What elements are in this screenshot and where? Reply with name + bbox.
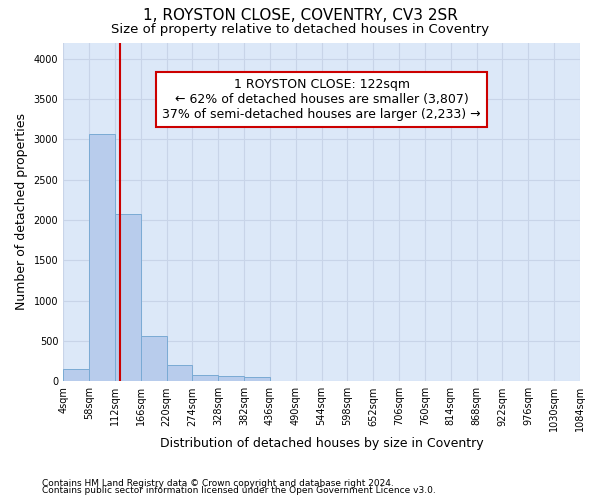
Text: 1 ROYSTON CLOSE: 122sqm
← 62% of detached houses are smaller (3,807)
37% of semi: 1 ROYSTON CLOSE: 122sqm ← 62% of detache… [162, 78, 481, 121]
Y-axis label: Number of detached properties: Number of detached properties [15, 114, 28, 310]
Bar [63, 369, 89, 382]
Bar [115, 214, 140, 382]
Text: Size of property relative to detached houses in Coventry: Size of property relative to detached ho… [111, 22, 489, 36]
Bar [244, 378, 270, 382]
Text: Contains public sector information licensed under the Open Government Licence v3: Contains public sector information licen… [42, 486, 436, 495]
Text: 1, ROYSTON CLOSE, COVENTRY, CV3 2SR: 1, ROYSTON CLOSE, COVENTRY, CV3 2SR [143, 8, 457, 22]
Bar [140, 336, 167, 382]
Bar [218, 376, 244, 382]
Text: Contains HM Land Registry data © Crown copyright and database right 2024.: Contains HM Land Registry data © Crown c… [42, 478, 394, 488]
Bar [193, 375, 218, 382]
Bar [167, 365, 193, 382]
X-axis label: Distribution of detached houses by size in Coventry: Distribution of detached houses by size … [160, 437, 484, 450]
Bar [89, 134, 115, 382]
